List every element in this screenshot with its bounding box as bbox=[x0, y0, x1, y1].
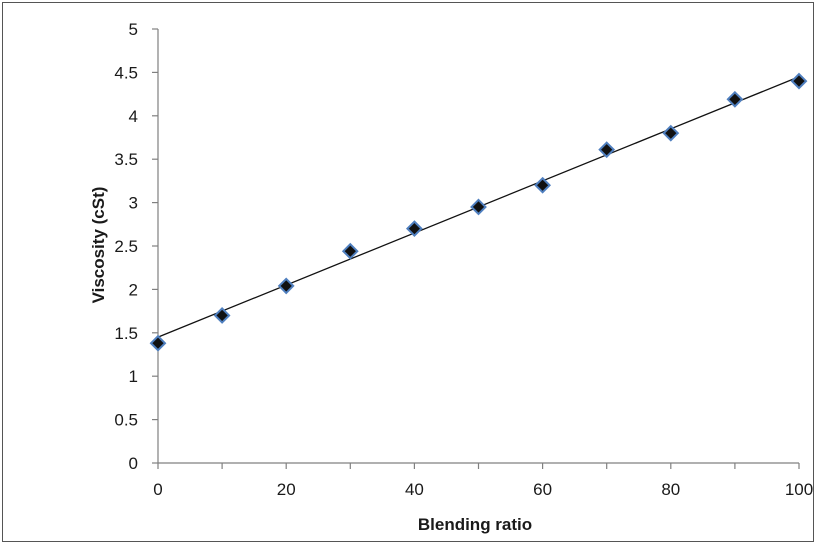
x-tick-label: 80 bbox=[661, 480, 680, 499]
axes bbox=[152, 28, 800, 469]
data-point bbox=[598, 141, 616, 159]
y-tick-label: 1 bbox=[129, 367, 138, 386]
tick-labels: 0 0.5 1 1.5 2 2.5 3 3.5 4 4.5 5 0 20 40 60 80 100 bbox=[114, 20, 813, 499]
x-tick-label: 0 bbox=[153, 480, 162, 499]
y-tick-label: 1.5 bbox=[114, 324, 138, 343]
data-point bbox=[149, 334, 167, 352]
y-tick-label: 2 bbox=[129, 280, 138, 299]
x-tick-label: 40 bbox=[405, 480, 424, 499]
data-point bbox=[277, 277, 295, 295]
data-point bbox=[534, 176, 552, 194]
x-tick-label: 60 bbox=[533, 480, 552, 499]
y-tick-label: 0.5 bbox=[114, 411, 138, 430]
y-tick-label: 3 bbox=[129, 194, 138, 213]
y-tick-label: 4 bbox=[129, 107, 138, 126]
data-point bbox=[662, 124, 680, 142]
y-tick-label: 5 bbox=[129, 20, 138, 39]
y-tick-label: 2.5 bbox=[114, 237, 138, 256]
data-point bbox=[790, 72, 808, 90]
data-point bbox=[341, 242, 359, 260]
data-point bbox=[405, 220, 423, 238]
x-axis-title: Blending ratio bbox=[418, 515, 532, 534]
y-tick-label: 3.5 bbox=[114, 150, 138, 169]
y-tick-label: 0 bbox=[129, 454, 138, 473]
x-tick-label: 100 bbox=[785, 480, 813, 499]
data-point bbox=[726, 90, 744, 108]
y-tick-label: 4.5 bbox=[114, 63, 138, 82]
data-point bbox=[213, 307, 231, 324]
data-point bbox=[470, 198, 487, 216]
data-points bbox=[149, 72, 808, 352]
x-tick-label: 20 bbox=[277, 480, 296, 499]
y-axis-title: Viscosity (cSt) bbox=[89, 187, 108, 304]
